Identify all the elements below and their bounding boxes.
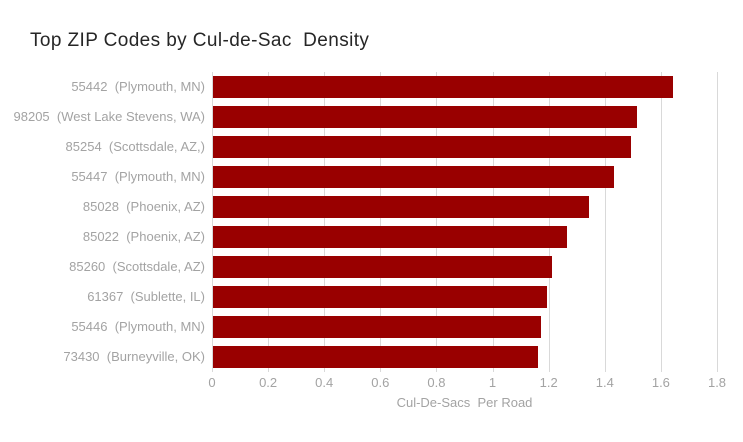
y-tick-label: 85260 (Scottsdale, AZ) xyxy=(69,259,205,274)
gridline xyxy=(268,72,270,372)
gridline xyxy=(660,72,662,372)
x-tick-label: 1.4 xyxy=(595,375,614,390)
bar xyxy=(213,106,637,128)
y-tick-label: 55447 (Plymouth, MN) xyxy=(71,169,205,184)
x-tick-label: 1.6 xyxy=(651,375,670,390)
x-axis-title: Cul-De-Sacs Per Road xyxy=(396,395,533,410)
gridline xyxy=(492,72,494,372)
y-tick-label: 73430 (Burneyville, OK) xyxy=(63,349,205,364)
y-axis-line xyxy=(212,72,213,372)
gridline xyxy=(604,72,606,372)
y-tick-label: 55446 (Plymouth, MN) xyxy=(71,319,205,334)
y-tick-label: 61367 (Sublette, IL) xyxy=(87,289,205,304)
x-tick-label: 0.6 xyxy=(371,375,390,390)
x-tick-label: 1.8 xyxy=(707,375,727,390)
y-tick-label: 85022 (Phoenix, AZ) xyxy=(82,229,205,244)
bar xyxy=(213,76,674,98)
x-tick-label: 0.2 xyxy=(259,375,278,390)
x-tick-label: 1 xyxy=(488,375,497,390)
bar xyxy=(213,196,589,218)
x-tick-label: 0.4 xyxy=(315,375,334,390)
bar xyxy=(213,166,615,188)
x-tick-label: 0 xyxy=(208,375,216,390)
x-tick-label: 0.8 xyxy=(427,375,446,390)
y-axis-labels: 55442 (Plymouth, MN) 98205 (West Lake Ste… xyxy=(0,72,205,372)
x-tick-label: 1.2 xyxy=(539,375,558,390)
chart-title: Top ZIP Codes by Cul-de-Sac Density xyxy=(30,30,370,51)
bar xyxy=(213,286,547,308)
y-tick-label: 55442 (Plymouth, MN) xyxy=(71,79,205,94)
bar xyxy=(213,316,542,338)
x-axis-tick-labels: 0 0.2 0.4 0.6 0.8 1 1.2 1.4 1.6 1.8 xyxy=(208,375,726,391)
gridline xyxy=(436,72,438,372)
gridline xyxy=(324,72,326,372)
y-tick-label: 98205 (West Lake Stevens, WA) xyxy=(13,109,205,124)
gridline xyxy=(548,72,550,372)
bar xyxy=(213,256,553,278)
gridline xyxy=(717,72,718,372)
plot-area xyxy=(212,72,718,372)
y-tick-label: 85028 (Phoenix, AZ) xyxy=(82,199,205,214)
bar xyxy=(213,346,539,368)
bar xyxy=(213,136,632,158)
gridline xyxy=(380,72,382,372)
bar xyxy=(213,226,567,248)
y-tick-label: 85254 (Scottsdale, AZ,) xyxy=(65,139,205,154)
